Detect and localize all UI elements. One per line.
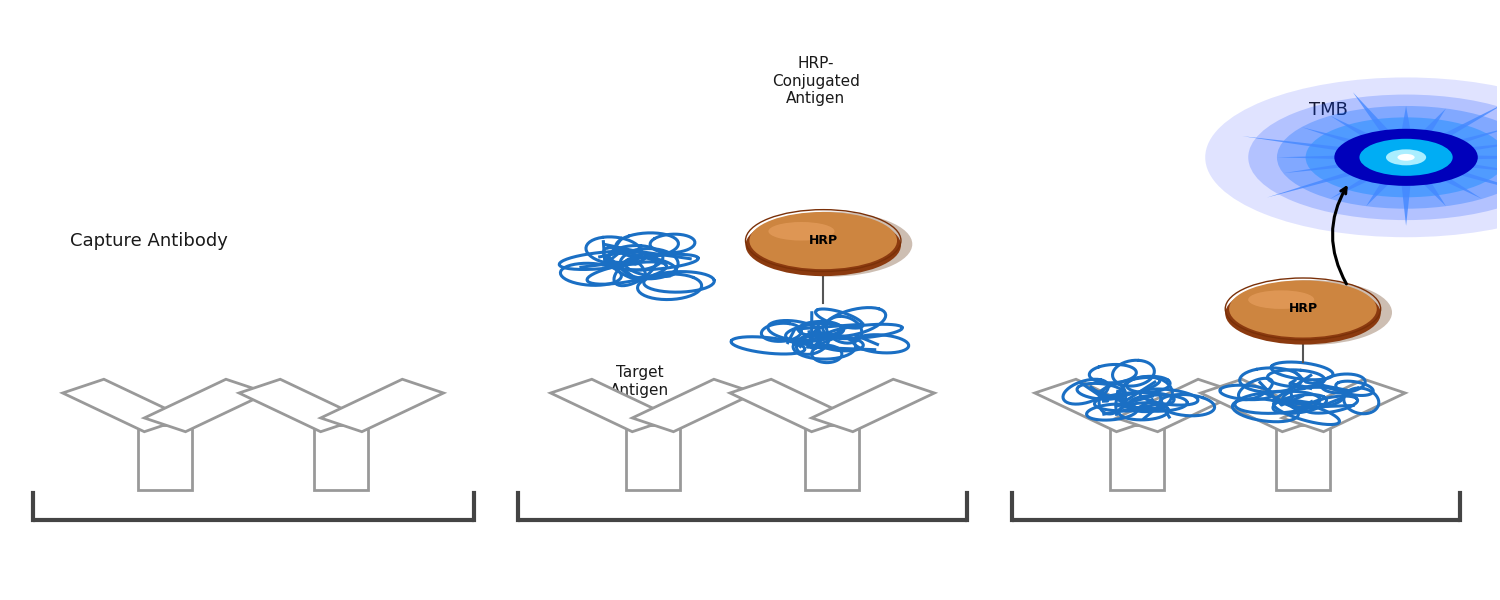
Ellipse shape: [750, 212, 897, 269]
Polygon shape: [626, 425, 680, 490]
Polygon shape: [1276, 425, 1330, 490]
Polygon shape: [550, 379, 674, 432]
Polygon shape: [1366, 180, 1392, 206]
Polygon shape: [315, 425, 368, 490]
Circle shape: [1359, 139, 1452, 176]
Polygon shape: [1353, 92, 1392, 135]
Ellipse shape: [1226, 283, 1380, 344]
Circle shape: [1204, 77, 1500, 237]
Polygon shape: [1268, 170, 1360, 197]
Polygon shape: [1420, 109, 1446, 135]
Polygon shape: [1242, 136, 1350, 152]
Polygon shape: [1035, 379, 1158, 432]
Polygon shape: [633, 379, 754, 432]
Circle shape: [1386, 149, 1426, 166]
Polygon shape: [1438, 102, 1500, 139]
Text: TMB: TMB: [1310, 101, 1348, 119]
Polygon shape: [321, 379, 444, 432]
Polygon shape: [730, 379, 854, 432]
Polygon shape: [1401, 106, 1411, 133]
Ellipse shape: [748, 212, 912, 277]
Polygon shape: [138, 425, 192, 490]
Polygon shape: [1116, 379, 1239, 432]
Polygon shape: [63, 379, 186, 432]
Ellipse shape: [746, 214, 902, 276]
Polygon shape: [1276, 155, 1346, 159]
Text: HRP: HRP: [808, 234, 838, 247]
Circle shape: [1305, 118, 1500, 197]
Text: Capture Antibody: Capture Antibody: [70, 232, 228, 250]
Polygon shape: [1330, 116, 1374, 139]
Ellipse shape: [1228, 280, 1392, 345]
Polygon shape: [1438, 176, 1482, 199]
Polygon shape: [1200, 379, 1323, 432]
Polygon shape: [1452, 170, 1500, 197]
Text: Target
Antigen: Target Antigen: [610, 365, 669, 398]
Polygon shape: [1302, 127, 1360, 145]
Polygon shape: [1462, 163, 1500, 173]
Ellipse shape: [768, 222, 834, 241]
Polygon shape: [144, 379, 267, 432]
Polygon shape: [1452, 127, 1500, 145]
Circle shape: [1248, 95, 1500, 220]
Ellipse shape: [1248, 290, 1314, 309]
Text: HRP: HRP: [1288, 302, 1317, 316]
Polygon shape: [1420, 180, 1446, 206]
Polygon shape: [1110, 425, 1164, 490]
Circle shape: [1335, 129, 1478, 186]
Polygon shape: [238, 379, 362, 432]
Polygon shape: [812, 379, 934, 432]
Polygon shape: [806, 425, 859, 490]
Polygon shape: [1467, 155, 1500, 159]
Polygon shape: [1330, 176, 1374, 199]
Ellipse shape: [1228, 280, 1377, 338]
Polygon shape: [1462, 142, 1500, 152]
Polygon shape: [1284, 163, 1350, 173]
Circle shape: [1276, 106, 1500, 209]
Text: HRP-
Conjugated
Antigen: HRP- Conjugated Antigen: [772, 56, 859, 106]
Polygon shape: [1401, 182, 1411, 226]
Circle shape: [1398, 154, 1414, 161]
Polygon shape: [1282, 379, 1406, 432]
